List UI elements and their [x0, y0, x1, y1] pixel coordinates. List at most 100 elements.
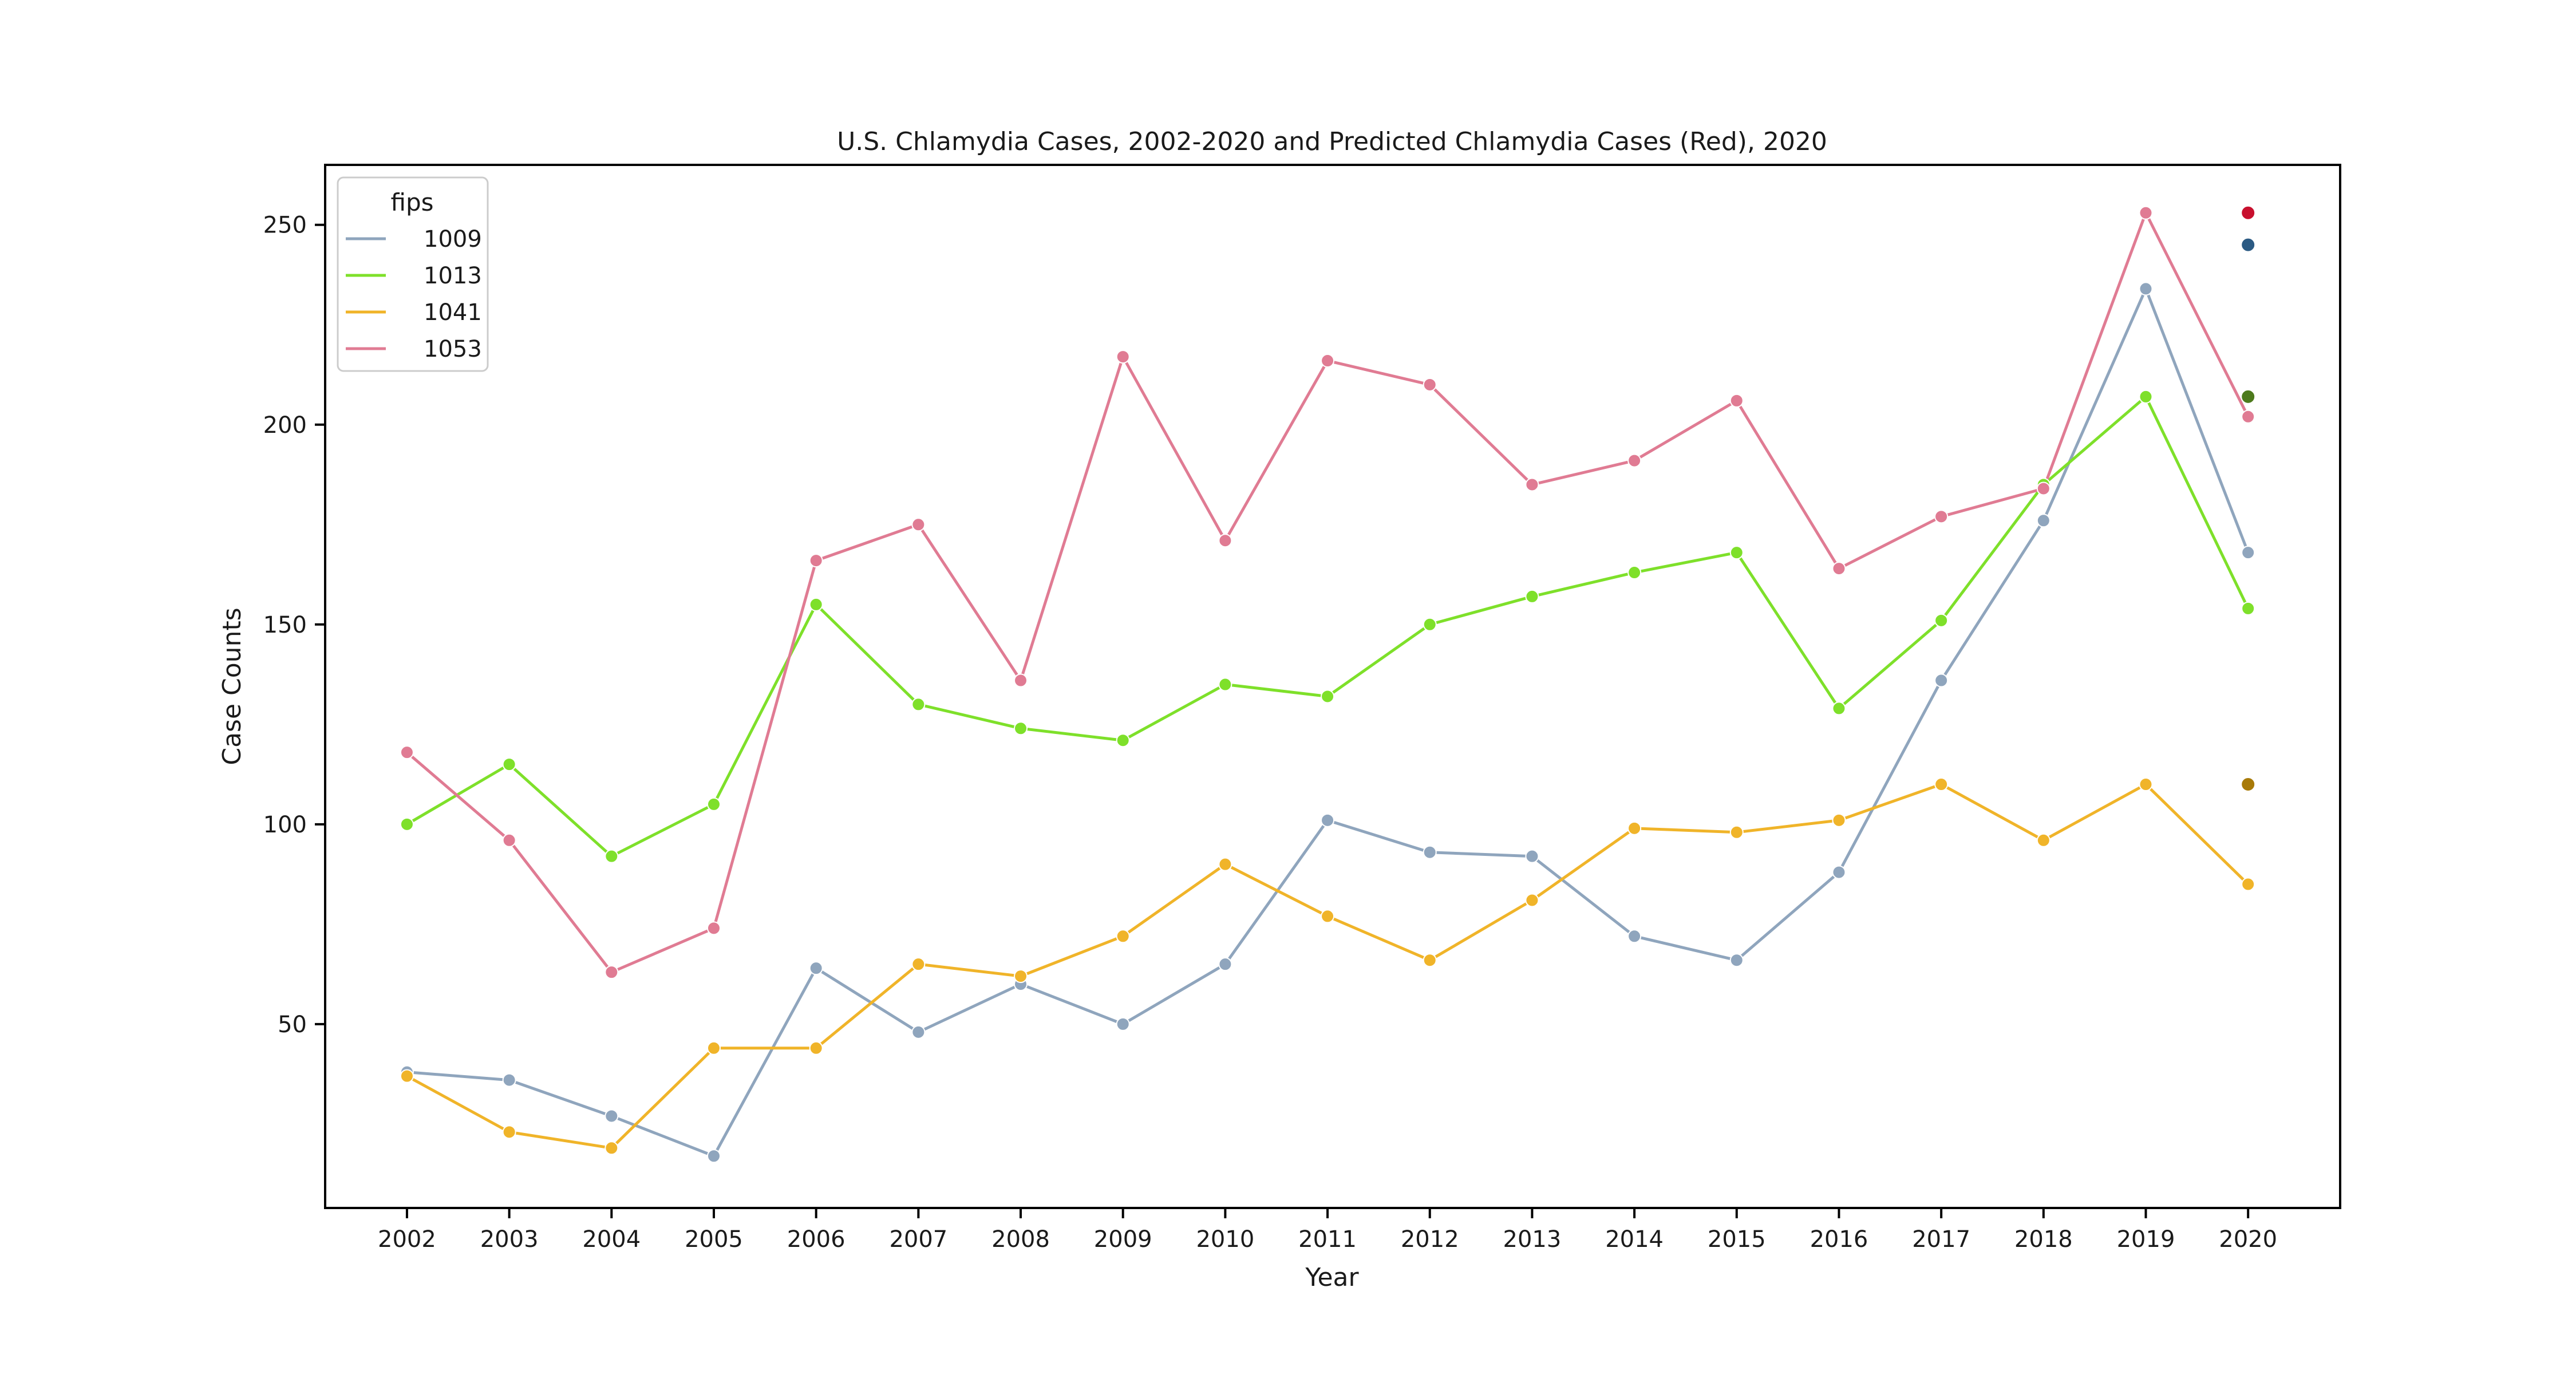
x-tick-label-2008: 2008: [991, 1226, 1050, 1253]
series-line-1053: [406, 211, 2250, 974]
data-point-1013-2004: [605, 849, 619, 863]
predicted-point-4: [2241, 777, 2256, 792]
data-point-1013-2003: [502, 757, 516, 772]
data-point-1053-2011: [1321, 354, 1335, 368]
data-point-1053-2006: [809, 554, 823, 568]
data-point-1053-2009: [1116, 350, 1130, 364]
data-point-1009-2006: [809, 961, 823, 976]
legend: fips 1009 1013 1041 1053: [337, 176, 489, 372]
data-point-1013-2017: [1934, 613, 1949, 627]
data-point-1053-2014: [1627, 453, 1642, 468]
x-tick-label-2019: 2019: [2117, 1226, 2175, 1253]
data-point-1053-2008: [1014, 673, 1028, 688]
data-point-1053-2004: [605, 965, 619, 980]
legend-label-1009: 1009: [424, 226, 482, 252]
x-tick-label-2007: 2007: [889, 1226, 947, 1253]
y-tick-label-150: 150: [263, 612, 307, 638]
data-point-1009-2007: [911, 1025, 926, 1039]
legend-label-1041: 1041: [424, 299, 482, 326]
predicted-point-1: [2241, 205, 2256, 220]
predicted-layer: [2241, 205, 2256, 792]
data-point-1041-2018: [2036, 833, 2050, 847]
data-point-1009-2019: [2139, 282, 2153, 296]
data-point-1041-2006: [809, 1041, 823, 1055]
data-point-1041-2008: [1014, 969, 1028, 984]
plot-frame: [324, 164, 2341, 1209]
x-tick-label-2012: 2012: [1401, 1226, 1459, 1253]
y-axis: 50 100 150 200 250: [263, 212, 325, 1038]
x-tick-label-2006: 2006: [787, 1226, 846, 1253]
x-tick-label-2011: 2011: [1298, 1226, 1357, 1253]
data-point-1013-2012: [1423, 617, 1437, 631]
data-point-1013-2005: [706, 797, 721, 811]
data-point-1053-2016: [1832, 562, 1846, 576]
data-point-1013-2008: [1014, 721, 1028, 736]
legend-title: fips: [391, 188, 434, 216]
x-tick-label-2018: 2018: [2014, 1226, 2073, 1253]
data-point-1041-2019: [2139, 777, 2153, 792]
data-point-1009-2020: [2241, 546, 2255, 560]
points-layer: [400, 206, 2255, 1163]
data-point-1041-2020: [2241, 877, 2255, 891]
legend-label-1053: 1053: [424, 336, 482, 362]
predicted-point-3: [2241, 389, 2256, 404]
chart-title: U.S. Chlamydia Cases, 2002-2020 and Pred…: [837, 127, 1827, 156]
x-tick-label-2004: 2004: [582, 1226, 641, 1253]
series-line-1013: [406, 395, 2250, 858]
x-tick-label-2003: 2003: [480, 1226, 539, 1253]
data-point-1053-2017: [1934, 510, 1949, 524]
data-point-1041-2002: [400, 1069, 414, 1083]
data-point-1053-2015: [1729, 393, 1744, 408]
y-axis-label: Case Counts: [218, 607, 247, 765]
data-point-1009-2015: [1729, 953, 1744, 968]
data-point-1013-2010: [1218, 677, 1232, 692]
data-point-1013-2011: [1321, 689, 1335, 704]
x-tick-label-2013: 2013: [1503, 1226, 1562, 1253]
data-point-1013-2020: [2241, 601, 2255, 615]
data-point-1053-2018: [2036, 481, 2050, 496]
data-point-1009-2016: [1832, 865, 1846, 879]
data-point-1041-2004: [605, 1141, 619, 1155]
data-point-1013-2014: [1627, 566, 1642, 580]
data-point-1053-2005: [706, 921, 721, 935]
data-point-1053-2012: [1423, 377, 1437, 392]
data-point-1009-2009: [1116, 1017, 1130, 1031]
data-point-1009-2017: [1934, 673, 1949, 688]
data-point-1053-2010: [1218, 534, 1232, 548]
data-point-1041-2017: [1934, 777, 1949, 792]
data-point-1041-2010: [1218, 857, 1232, 871]
data-point-1053-2013: [1525, 477, 1539, 492]
x-tick-label-2009: 2009: [1094, 1226, 1152, 1253]
data-point-1013-2013: [1525, 589, 1539, 603]
x-tick-label-2002: 2002: [378, 1226, 436, 1253]
series-line-1009: [406, 287, 2250, 1158]
x-tick-label-2017: 2017: [1912, 1226, 1970, 1253]
data-point-1053-2020: [2241, 409, 2255, 424]
x-tick-label-2010: 2010: [1196, 1226, 1254, 1253]
x-tick-label-2015: 2015: [1708, 1226, 1766, 1253]
data-point-1041-2013: [1525, 893, 1539, 907]
data-point-1041-2016: [1832, 813, 1846, 827]
y-tick-label-50: 50: [278, 1012, 307, 1038]
data-point-1013-2009: [1116, 733, 1130, 748]
legend-box: [337, 176, 489, 372]
data-point-1013-2016: [1832, 701, 1846, 716]
data-point-1041-2011: [1321, 909, 1335, 923]
data-point-1009-2003: [502, 1073, 516, 1087]
data-point-1009-2018: [2036, 514, 2050, 528]
data-point-1053-2003: [502, 833, 516, 847]
data-point-1013-2015: [1729, 546, 1744, 560]
series-line-1041: [406, 783, 2249, 1150]
data-point-1041-2009: [1116, 929, 1130, 943]
y-tick-label-100: 100: [263, 812, 307, 838]
x-tick-label-2020: 2020: [2219, 1226, 2277, 1253]
data-point-1053-2019: [2139, 206, 2153, 220]
data-point-1053-2002: [400, 745, 414, 760]
data-point-1041-2012: [1423, 953, 1437, 968]
data-point-1041-2007: [911, 957, 926, 972]
data-point-1009-2013: [1525, 849, 1539, 863]
legend-label-1013: 1013: [424, 263, 482, 289]
data-point-1009-2012: [1423, 845, 1437, 859]
data-point-1009-2004: [605, 1109, 619, 1123]
